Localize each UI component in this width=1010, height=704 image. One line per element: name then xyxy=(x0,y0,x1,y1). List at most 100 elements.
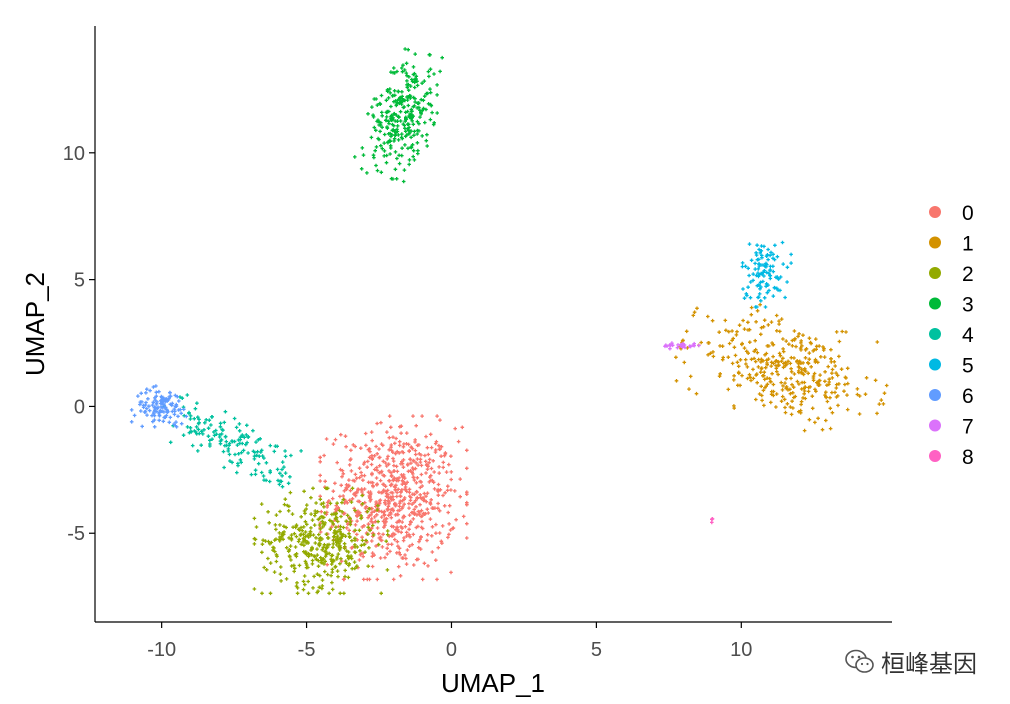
data-point-cluster-3 xyxy=(406,146,410,151)
data-point-cluster-0 xyxy=(417,443,421,447)
data-point-cluster-1 xyxy=(783,405,787,410)
data-point-cluster-2 xyxy=(266,556,270,561)
data-point-cluster-0 xyxy=(404,556,408,561)
data-point-cluster-1 xyxy=(828,395,832,400)
data-point-cluster-2 xyxy=(325,543,330,547)
data-point-cluster-0 xyxy=(397,451,401,455)
data-point-cluster-2 xyxy=(282,524,286,529)
data-point-cluster-3 xyxy=(391,177,395,181)
data-point-cluster-0 xyxy=(399,490,403,494)
data-point-cluster-5 xyxy=(761,270,765,275)
data-point-cluster-4 xyxy=(267,479,272,484)
legend-key-3 xyxy=(929,297,941,310)
data-point-cluster-2 xyxy=(315,509,320,514)
data-point-cluster-4 xyxy=(280,467,284,472)
data-point-cluster-3 xyxy=(406,122,411,127)
data-point-cluster-2 xyxy=(352,560,357,564)
data-point-cluster-3 xyxy=(396,138,401,142)
data-point-cluster-2 xyxy=(308,530,313,534)
data-point-cluster-2 xyxy=(363,550,367,554)
data-point-cluster-2 xyxy=(279,565,283,569)
data-point-cluster-4 xyxy=(223,409,228,414)
data-point-cluster-2 xyxy=(325,572,330,577)
data-point-cluster-3 xyxy=(406,47,410,52)
data-point-cluster-2 xyxy=(353,550,358,555)
data-point-cluster-1 xyxy=(731,336,735,341)
data-point-cluster-0 xyxy=(383,517,387,521)
data-point-cluster-2 xyxy=(328,518,332,523)
data-point-cluster-0 xyxy=(341,494,345,498)
data-point-cluster-5 xyxy=(747,273,751,278)
data-point-cluster-1 xyxy=(825,383,829,387)
data-point-cluster-0 xyxy=(429,478,433,483)
data-point-cluster-1 xyxy=(740,342,744,347)
data-point-cluster-0 xyxy=(438,418,442,422)
data-point-cluster-6 xyxy=(143,410,148,414)
data-point-cluster-0 xyxy=(420,484,424,488)
data-point-cluster-0 xyxy=(436,487,440,492)
data-point-cluster-8 xyxy=(710,517,714,522)
data-point-cluster-2 xyxy=(318,527,323,531)
data-point-cluster-3 xyxy=(435,93,439,97)
data-point-cluster-3 xyxy=(416,151,420,156)
data-point-cluster-1 xyxy=(741,318,745,323)
legend-label-8: 8 xyxy=(962,446,974,469)
data-point-cluster-5 xyxy=(740,264,745,269)
data-point-cluster-2 xyxy=(310,562,315,566)
data-point-cluster-5 xyxy=(745,293,749,298)
data-point-cluster-0 xyxy=(418,537,422,542)
data-point-cluster-2 xyxy=(271,548,275,552)
data-point-cluster-1 xyxy=(864,376,869,380)
legend-label-3: 3 xyxy=(962,294,974,317)
data-point-cluster-2 xyxy=(303,530,308,534)
data-point-cluster-0 xyxy=(422,498,427,502)
data-point-cluster-1 xyxy=(744,362,748,366)
data-point-cluster-1 xyxy=(779,380,783,385)
data-point-cluster-2 xyxy=(385,529,390,533)
data-point-cluster-6 xyxy=(168,415,173,420)
data-point-cluster-4 xyxy=(192,416,197,421)
data-point-cluster-0 xyxy=(419,525,424,530)
data-point-cluster-1 xyxy=(879,398,884,402)
data-point-cluster-2 xyxy=(316,589,320,593)
data-point-cluster-0 xyxy=(408,469,413,473)
data-point-cluster-2 xyxy=(385,568,390,572)
data-point-cluster-2 xyxy=(302,543,306,548)
data-point-cluster-1 xyxy=(749,312,754,317)
data-point-cluster-1 xyxy=(770,371,774,376)
data-point-cluster-2 xyxy=(254,525,259,529)
data-point-cluster-1 xyxy=(688,374,693,379)
data-point-cluster-1 xyxy=(833,390,837,395)
data-point-cluster-1 xyxy=(779,359,784,363)
data-point-cluster-3 xyxy=(385,126,390,130)
data-point-cluster-4 xyxy=(249,472,254,477)
data-point-cluster-3 xyxy=(411,122,416,127)
data-point-cluster-2 xyxy=(284,577,289,581)
data-point-cluster-4 xyxy=(264,478,268,483)
data-point-cluster-2 xyxy=(349,556,354,561)
data-point-cluster-2 xyxy=(311,586,315,590)
data-point-cluster-2 xyxy=(294,534,299,539)
data-point-cluster-3 xyxy=(435,83,439,87)
data-point-cluster-5 xyxy=(771,269,776,274)
data-point-cluster-0 xyxy=(395,520,399,525)
data-point-cluster-0 xyxy=(389,470,393,475)
data-point-cluster-0 xyxy=(379,515,384,519)
data-point-cluster-7 xyxy=(697,343,701,348)
y-tick-label: -5 xyxy=(67,523,85,545)
data-point-cluster-0 xyxy=(356,487,361,492)
data-point-cluster-0 xyxy=(388,483,393,488)
data-point-cluster-3 xyxy=(378,129,382,134)
data-point-cluster-5 xyxy=(757,283,761,287)
data-point-cluster-1 xyxy=(746,320,750,325)
data-point-cluster-3 xyxy=(425,132,429,137)
data-point-cluster-8 xyxy=(710,520,714,525)
data-point-cluster-1 xyxy=(830,410,835,415)
data-point-cluster-2 xyxy=(337,546,342,550)
data-point-cluster-3 xyxy=(440,55,444,60)
data-point-cluster-2 xyxy=(309,512,313,516)
data-point-cluster-1 xyxy=(792,338,797,342)
data-point-cluster-2 xyxy=(376,519,380,524)
data-point-cluster-0 xyxy=(400,556,404,560)
data-point-cluster-0 xyxy=(398,424,402,429)
